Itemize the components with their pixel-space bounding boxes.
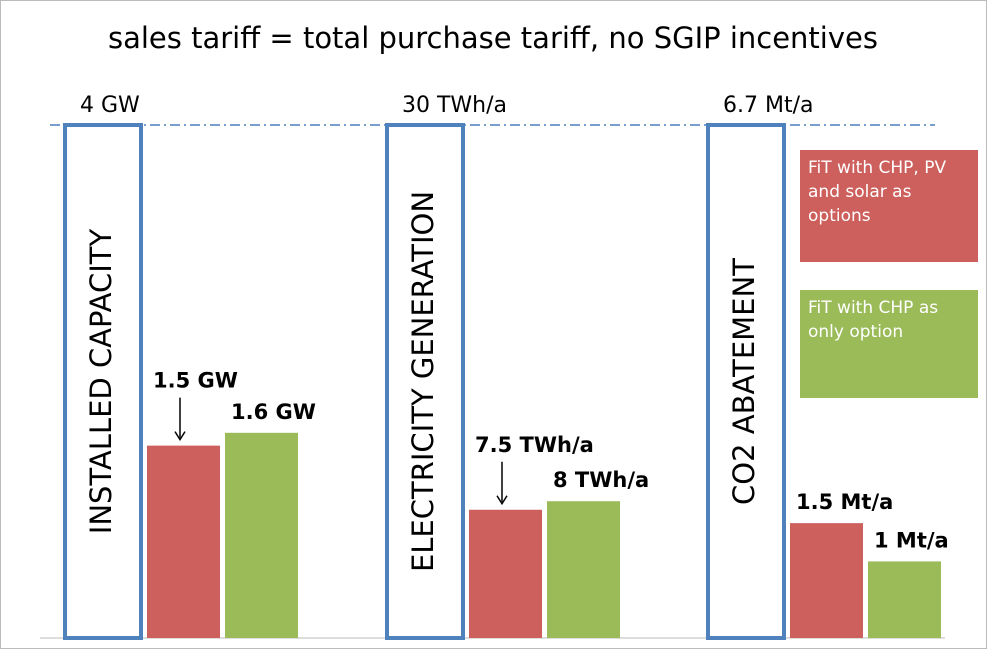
total-label: 4 GW: [80, 93, 140, 118]
bar: [225, 432, 298, 638]
bar: [547, 501, 620, 638]
total-label: 6.7 Mt/a: [723, 93, 813, 118]
chart-title: sales tariff = total purchase tariff, no…: [108, 21, 878, 55]
bar: [469, 509, 542, 638]
value-label: 1.5 Mt/a: [796, 490, 893, 514]
value-label: 1 Mt/a: [874, 528, 949, 552]
group-label: INSTALLED CAPACITY: [84, 229, 118, 535]
arrow-head: [174, 431, 186, 442]
bar: [868, 561, 941, 638]
value-label: 8 TWh/a: [553, 468, 649, 492]
value-label: 1.6 GW: [231, 400, 316, 424]
value-label: 1.5 GW: [153, 369, 238, 393]
legend-entry: FiT with CHP, PV and solar as options: [800, 150, 978, 262]
total-bar: [385, 123, 465, 640]
total-bar: [706, 123, 786, 640]
bar: [790, 523, 863, 638]
total-label: 30 TWh/a: [402, 93, 507, 118]
bar: [147, 445, 220, 638]
group-label: CO2 ABATEMENT: [727, 258, 761, 505]
total-bar: [63, 123, 143, 640]
group-label: ELECTRICITY GENERATION: [406, 191, 440, 572]
arrow-head: [496, 495, 508, 506]
value-label: 7.5 TWh/a: [475, 433, 594, 457]
legend-entry: FiT with CHP as only option: [800, 290, 978, 398]
